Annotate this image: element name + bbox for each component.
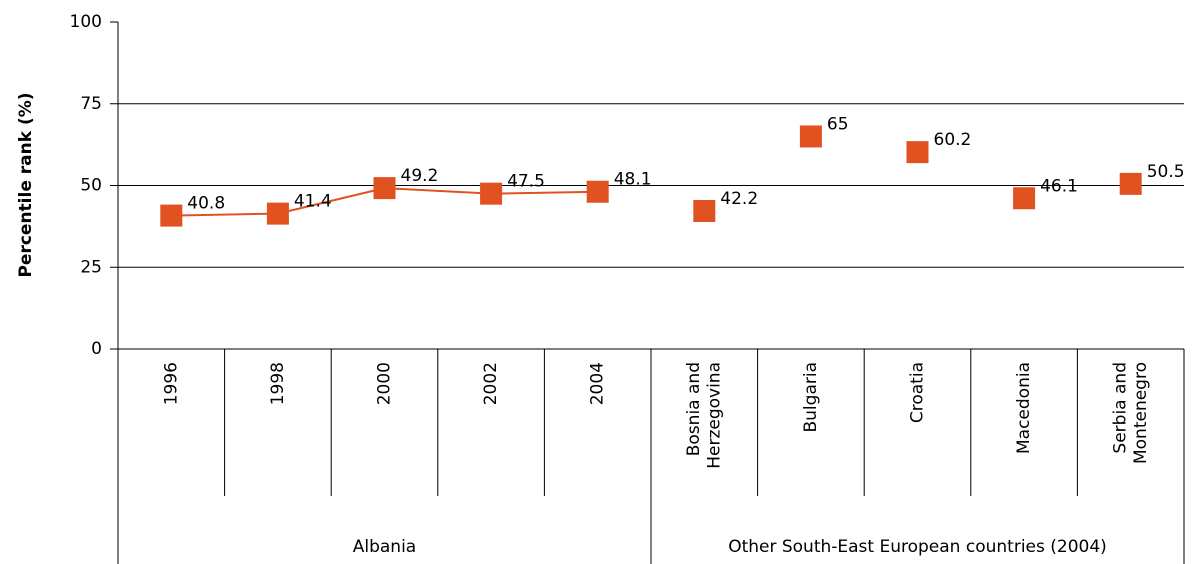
y-tick-label: 25 [80, 257, 102, 277]
x-tick-label: Croatia [908, 362, 928, 423]
data-label: 48.1 [614, 170, 652, 190]
y-tick-label: 50 [80, 176, 102, 196]
marker [586, 180, 609, 203]
x-tick-label: 2004 [588, 362, 608, 405]
data-label: 49.2 [401, 166, 439, 186]
x-tick-label: Macedonia [1014, 362, 1034, 454]
data-label: 65 [827, 114, 849, 134]
y-tick-label: 100 [70, 12, 102, 32]
marker [1013, 187, 1036, 210]
marker [693, 200, 716, 223]
data-label: 50.5 [1147, 162, 1185, 182]
data-label: 41.4 [294, 192, 332, 212]
marker [480, 182, 503, 205]
group-label: Other South-East European countries (200… [728, 537, 1107, 557]
x-tick-label: 2002 [481, 362, 501, 405]
group-label: Albania [353, 537, 416, 557]
marker [799, 125, 822, 148]
y-axis-label: Percentile rank (%) [16, 92, 36, 277]
x-tick-label: 1998 [268, 362, 288, 405]
x-tick-label: Bosnia andHerzegovina [684, 362, 724, 469]
y-tick-label: 75 [80, 94, 102, 114]
data-label: 47.5 [507, 172, 545, 192]
x-tick-label: 2000 [375, 362, 395, 405]
data-label: 42.2 [720, 189, 758, 209]
y-tick-label: 0 [91, 339, 102, 359]
x-tick-label: Bulgaria [801, 362, 821, 433]
x-tick-label: 1996 [161, 362, 181, 405]
marker [266, 202, 289, 225]
data-label: 46.1 [1040, 176, 1078, 196]
data-label: 60.2 [934, 130, 972, 150]
marker [1119, 172, 1142, 195]
marker [906, 141, 929, 164]
x-tick-label: Serbia andMontenegro [1111, 362, 1151, 464]
data-label: 40.8 [187, 194, 225, 214]
marker [373, 177, 396, 200]
marker [160, 204, 183, 227]
